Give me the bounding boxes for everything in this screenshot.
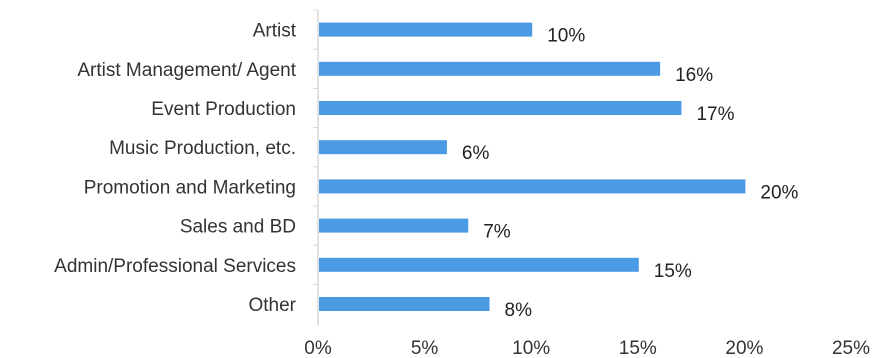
axis-layer	[313, 9, 319, 326]
data-label: 7%	[483, 222, 511, 243]
data-label: 10%	[547, 26, 585, 47]
data-label: 20%	[760, 182, 798, 203]
x-tick-label: 25%	[832, 338, 870, 358]
data-label: 6%	[462, 143, 490, 164]
category-label: Admin/Professional Services	[54, 256, 296, 277]
bar	[319, 218, 469, 233]
x-tick-label: 20%	[725, 338, 763, 358]
category-label: Artist	[253, 21, 297, 42]
bar	[319, 297, 490, 311]
category-label: Event Production	[151, 99, 296, 120]
category-label: Music Production, etc.	[109, 138, 296, 159]
bars-layer	[319, 22, 746, 311]
category-label: Artist Management/ Agent	[77, 60, 296, 81]
bar	[319, 61, 661, 76]
category-label: Sales and BD	[180, 217, 296, 238]
value-labels: 10% 16% 17% 6% 20% 7% 15% 8%	[462, 26, 799, 321]
data-label: 8%	[505, 300, 533, 321]
bar	[319, 101, 682, 115]
x-tick-label: 10%	[512, 338, 550, 358]
x-tick-label: 0%	[304, 338, 332, 358]
bar	[319, 140, 447, 155]
category-label: Promotion and Marketing	[84, 177, 296, 198]
data-label: 17%	[696, 104, 734, 125]
x-tick-labels: 0% 5% 10% 15% 20% 25%	[304, 338, 870, 358]
bar	[319, 22, 533, 37]
data-label: 15%	[654, 261, 692, 282]
bar	[319, 257, 639, 272]
x-tick-label: 15%	[619, 338, 657, 358]
category-labels: Artist Artist Management/ Agent Event Prod…	[54, 21, 297, 316]
bar	[319, 179, 746, 194]
data-label: 16%	[675, 65, 713, 86]
x-tick-label: 5%	[411, 338, 439, 358]
category-label: Other	[248, 295, 296, 316]
